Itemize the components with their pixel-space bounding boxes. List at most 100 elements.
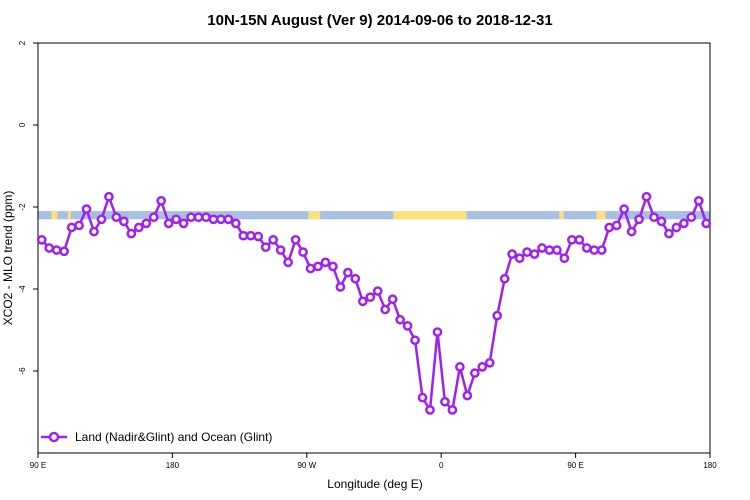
data-point <box>328 261 338 272</box>
data-point <box>589 245 600 255</box>
data-point <box>186 212 196 223</box>
data-point <box>245 230 256 241</box>
data-point <box>455 362 465 372</box>
y-tick-label: -2 <box>18 203 27 211</box>
data-point <box>223 214 234 225</box>
data-point <box>529 249 540 259</box>
data-point <box>365 292 376 303</box>
data-point <box>343 267 353 278</box>
data-point <box>701 218 712 229</box>
data-point <box>559 253 570 264</box>
data-point <box>387 294 398 305</box>
data-point <box>395 314 405 325</box>
data-point <box>335 282 346 292</box>
data-point <box>193 212 204 223</box>
data-point <box>649 212 659 223</box>
data-point <box>410 335 420 346</box>
data-point <box>484 357 495 368</box>
data-point <box>679 218 689 229</box>
y-tick-label: 0 <box>18 122 27 127</box>
data-point <box>671 222 682 233</box>
data-series <box>36 191 712 415</box>
data-point <box>313 261 323 272</box>
data-point <box>537 243 547 253</box>
data-point <box>664 228 674 239</box>
data-point <box>208 214 219 225</box>
data-point <box>469 368 480 378</box>
data-point <box>357 296 368 307</box>
land-ocean-strip <box>38 211 710 220</box>
land-strip-segment <box>51 211 58 220</box>
data-point <box>350 273 361 284</box>
data-point <box>626 226 637 237</box>
x-tick-label: 90 E <box>30 461 46 470</box>
land-strip-segment <box>559 211 564 220</box>
data-point <box>216 214 226 225</box>
data-point <box>238 230 249 241</box>
data-point <box>499 273 510 284</box>
data-point <box>260 242 271 253</box>
data-point <box>372 286 383 296</box>
data-point <box>111 212 122 223</box>
y-axis-title: XCO2 - MLO trend (ppm) <box>1 191 15 326</box>
data-point <box>656 216 667 227</box>
data-point <box>574 234 585 245</box>
data-point <box>163 218 174 229</box>
data-point <box>447 405 458 415</box>
land-strip-segment <box>393 211 467 220</box>
data-point <box>440 396 450 407</box>
data-point <box>634 214 644 225</box>
data-point <box>402 321 413 331</box>
data-point <box>477 362 488 372</box>
data-point <box>432 327 443 337</box>
data-point <box>51 245 62 255</box>
data-point <box>596 245 607 255</box>
axes: 90 E 180 90 W 0 90 E 180 2 0 -2 -4 -6 <box>18 40 717 470</box>
data-point <box>619 204 629 214</box>
ocean-strip <box>38 211 710 220</box>
data-point <box>604 222 615 233</box>
y-tick-label: -6 <box>18 367 27 375</box>
data-point <box>305 263 316 274</box>
data-point <box>66 222 77 233</box>
data-point <box>567 234 577 245</box>
legend: Land (Nadir&Glint) and Ocean (Glint) <box>41 430 272 444</box>
data-point <box>36 234 47 245</box>
data-point <box>320 257 331 268</box>
x-tick-label: 180 <box>703 461 717 470</box>
data-point <box>156 196 167 206</box>
data-point <box>126 228 137 239</box>
data-point <box>74 220 84 231</box>
data-point <box>380 304 391 315</box>
data-point <box>492 310 503 321</box>
data-point <box>201 212 211 223</box>
chart-title: 10N-15N August (Ver 9) 2014-09-06 to 201… <box>207 12 552 29</box>
land-strip-segment <box>308 211 321 220</box>
legend-label: Land (Nadir&Glint) and Ocean (Glint) <box>75 430 272 444</box>
data-point <box>693 196 704 206</box>
land-strip-segment <box>67 211 71 220</box>
data-point <box>148 212 159 223</box>
data-point <box>178 218 189 229</box>
data-point <box>514 253 525 264</box>
data-point <box>59 246 69 257</box>
data-point <box>133 222 144 233</box>
data-point <box>171 214 181 225</box>
data-point <box>507 249 517 259</box>
data-point <box>417 392 428 403</box>
data-point <box>275 245 286 255</box>
data-point <box>268 234 279 245</box>
data-point <box>641 191 652 202</box>
data-point <box>231 218 241 229</box>
data-point <box>96 214 107 225</box>
plot-frame <box>37 42 711 454</box>
legend-marker <box>48 431 60 443</box>
x-tick-label: 0 <box>439 461 444 470</box>
data-point <box>104 191 114 202</box>
data-point <box>462 390 473 401</box>
land-strip-segment <box>596 211 606 220</box>
x-tick-label: 180 <box>166 461 180 470</box>
y-tick-label: 2 <box>18 40 27 45</box>
